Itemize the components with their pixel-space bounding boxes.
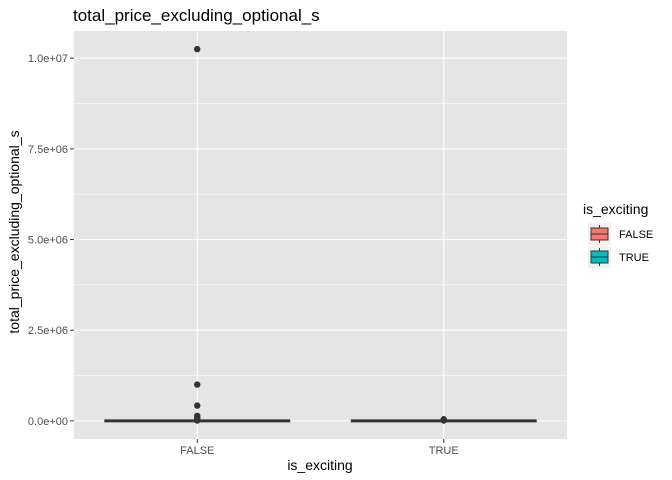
legend-label: TRUE xyxy=(619,252,649,264)
legend-key-true xyxy=(588,246,611,268)
y-tick-label: 7.5e+06 xyxy=(28,144,68,156)
legend-key-false xyxy=(588,223,611,245)
chart-title: total_price_excluding_optional_s xyxy=(73,6,320,25)
plot-panel xyxy=(74,31,567,439)
y-tick-label: 1.0e+07 xyxy=(28,53,68,65)
legend: is_exciting FALSE TRUE xyxy=(583,201,653,268)
legend-title: is_exciting xyxy=(583,201,648,217)
y-tick-label: 0.0e+00 xyxy=(28,416,68,428)
outlier-point xyxy=(194,417,201,424)
x-axis-title: is_exciting xyxy=(287,457,352,473)
x-tick-label: FALSE xyxy=(180,445,214,457)
axes: 0.0e+00 2.5e+06 5.0e+06 7.5e+06 1.0e+07 FALSE… xyxy=(28,53,459,457)
y-tick-label: 5.0e+06 xyxy=(28,235,68,247)
y-axis-title: total_price_excluding_optional_s xyxy=(6,130,22,333)
legend-label: FALSE xyxy=(619,229,653,241)
outlier-point xyxy=(194,45,201,53)
outlier-points xyxy=(194,45,447,424)
x-tick-label: TRUE xyxy=(429,445,459,457)
outlier-point xyxy=(194,381,201,388)
outlier-point xyxy=(440,417,447,424)
y-tick-label: 2.5e+06 xyxy=(28,325,68,337)
outlier-point xyxy=(194,402,201,409)
